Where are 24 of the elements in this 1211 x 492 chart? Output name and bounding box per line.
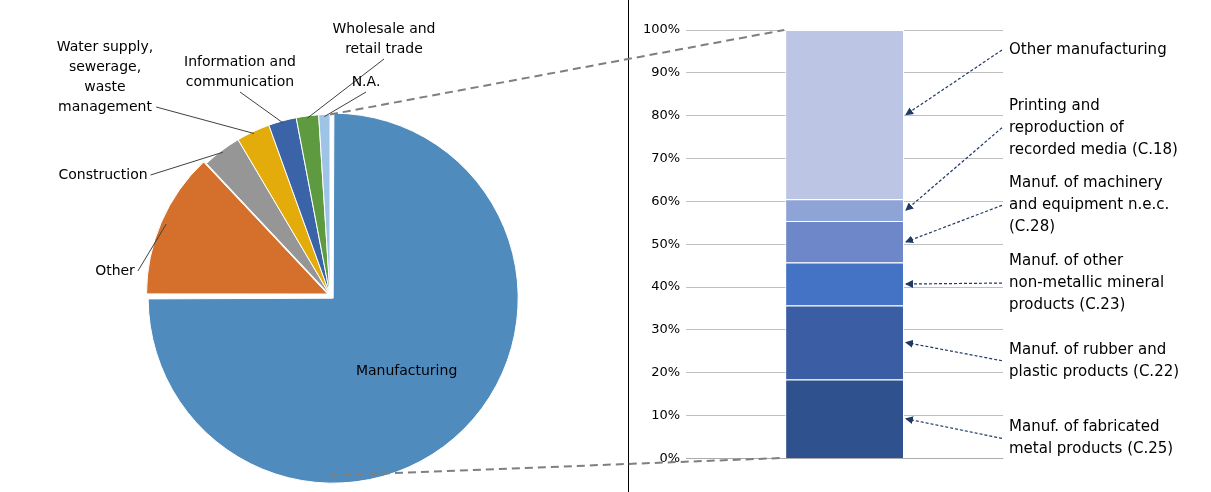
text: Manuf. of other non-metallic mineral products (C.23) — [1009, 250, 1165, 313]
slice-label: Wholesale and retail trade — [332, 19, 436, 56]
y-tick-label: 90% — [651, 64, 681, 80]
slice-label: N.A. — [351, 72, 381, 89]
y-tick-label: 60% — [651, 192, 681, 208]
text: Manuf. of rubber and plastic products (C.22) — [1009, 339, 1180, 380]
y-tick-label: 0% — [659, 449, 681, 465]
y-tick-label: 10% — [651, 406, 681, 422]
text: Manuf. of fabricated metal products (C.25) — [1009, 417, 1174, 458]
slice-label: Information and communication — [184, 52, 296, 89]
y-tick-label: 20% — [651, 364, 681, 380]
text: Other manufacturing — [1009, 39, 1167, 58]
y-tick-label: 50% — [651, 235, 681, 251]
slice-label: Construction — [58, 165, 148, 182]
y-tick-label: 40% — [651, 278, 681, 294]
slice-label: Other — [95, 261, 136, 278]
y-tick-label: 30% — [651, 321, 681, 337]
slice-label: Manufacturing — [355, 362, 458, 379]
text: Printing and reproduction of recorded media (C.18) — [1009, 95, 1178, 158]
y-tick-label: 100% — [642, 21, 681, 37]
y-tick-label: 70% — [651, 149, 681, 165]
text: Manuf. of machinery and equipment n.e.c. (C.28) — [1009, 173, 1170, 236]
y-tick-label: 80% — [651, 107, 681, 123]
slice-label: Water supply, sewerage, waste management — [56, 37, 154, 114]
